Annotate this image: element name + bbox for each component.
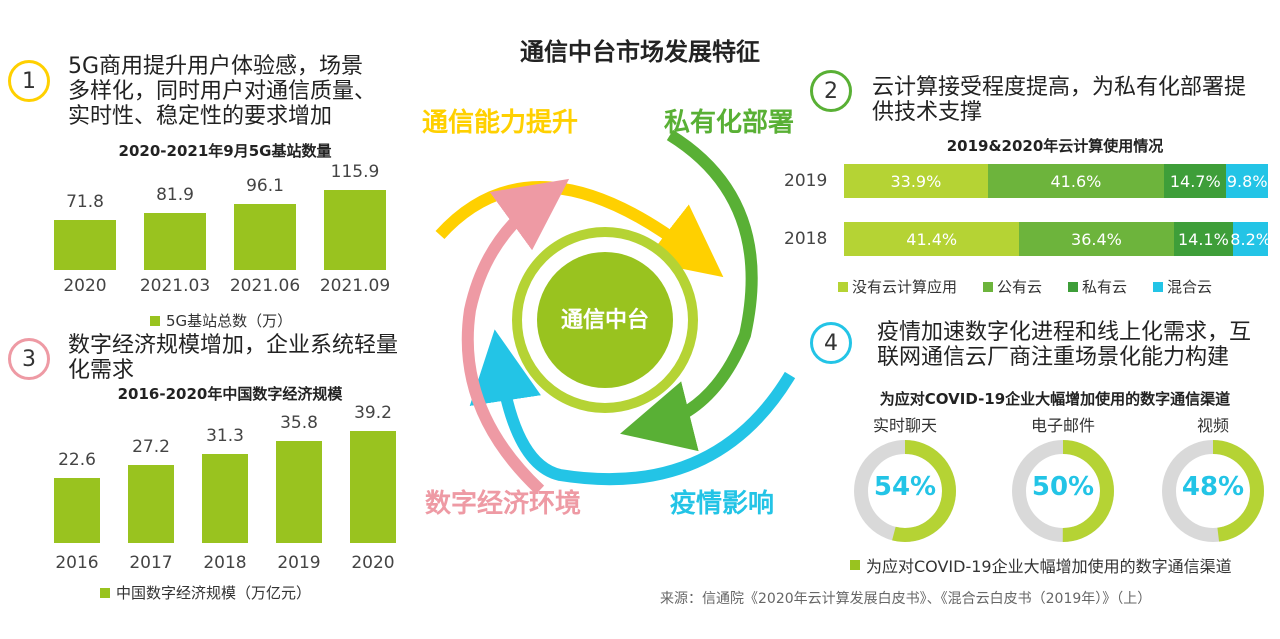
x-tick-label: 2021.09 [319,276,391,296]
chart1-title: 2020-2021年9月5G基站数量 [118,142,332,160]
x-tick-label: 2019 [277,553,321,573]
bar-2020 [350,431,396,543]
cycle-diagram [435,129,796,495]
chart2-legend: 中国数字经济规模（万亿元） [100,582,311,603]
donut-category-label: 电子邮件 [1030,416,1095,435]
bar-value-label: 39.2 [354,403,392,423]
cycle-label-top-right: 私有化部署 [664,108,795,138]
stacked-segment: 41.4% [844,222,1020,256]
section2-number-badge: 2 [810,70,852,112]
stacked-segment: 14.7% [1164,164,1227,198]
chart4-legend: 为应对COVID-19企业大幅增加使用的数字通信渠道 [850,553,1232,577]
legend-swatch [838,281,848,292]
chart2-plot: 22.6 27.2 31.3 35.8 39.2 [40,403,410,543]
x-tick-label: 2021.06 [229,276,301,296]
stacked-segment: 8.2% [1230,222,1271,256]
source-note: 来源：信通院《2020年云计算发展白皮书》、《混合云白皮书（2019年）》（上） [660,591,1152,607]
chart1-plot: 71.8 81.9 96.1 115.9 [40,160,400,270]
stacked-segment: 41.6% [987,164,1165,198]
chart3-legend: 没有云计算应用 公有云 私有云 混合云 [838,276,1212,297]
bar-2021.09 [324,190,386,270]
donut-chart [1162,440,1264,542]
bar-value-label: 115.9 [330,162,380,182]
bar-value-label: 27.2 [132,437,170,458]
donut-category-label: 实时聊天 [872,416,937,435]
stacked-segment: 14.1% [1173,222,1234,256]
cycle-arrow-pink [461,178,570,495]
chart2-x-axis: 2016 2017 2018 2019 2020 [40,553,410,577]
chart3-title: 2019&2020年云计算使用情况 [946,137,1164,155]
row-label: 2019 [784,171,828,191]
chart3-plot: 2019 33.9% 41.6% 14.7% 9.8% 2018 41.4% 36.4% 14.… [780,160,1271,270]
bar-value-label: 96.1 [246,175,284,196]
x-tick-label: 2018 [203,553,247,573]
cycle-arrow-green [620,129,758,452]
chart4-legend-label: 为应对COVID-19企业大幅增加使用的数字通信渠道 [866,557,1232,576]
legend-swatch [1153,281,1164,292]
chart3-legend-label-1: 公有云 [997,278,1043,296]
chart1-x-axis: 2020 2021.03 2021.06 2021.09 [40,276,400,300]
section1-text: 5G商用提升用户体验感，场景多样化，同时用户对通信质量、实时性、稳定性的要求增加 [68,54,377,129]
x-tick-label: 2017 [129,553,173,573]
legend-swatch [850,560,860,570]
chart1-legend: 5G基站总数（万） [150,310,292,331]
chart4-plot: 实时聊天 54% 电子邮件 50% 视频 48% [850,410,1270,550]
donut-category-label: 视频 [1196,416,1229,435]
bar-2020 [54,220,116,270]
bar-value-label: 71.8 [66,192,104,213]
bar-2017 [128,465,174,543]
section1-number-badge: 1 [8,60,50,102]
stacked-segment: 33.9% [844,164,988,198]
bar-value-label: 22.6 [58,450,96,471]
section3-text: 数字经济规模增加，企业系统轻量化需求 [68,333,399,383]
donut-value-label: 50% [1031,472,1095,502]
section4-text: 疫情加速数字化进程和线上化需求，互联网通信云厂商注重场景化能力构建 [877,320,1252,370]
chart2-legend-label: 中国数字经济规模（万亿元） [116,584,312,602]
donut-chart [1012,440,1114,542]
stacked-segment: 36.4% [1019,222,1174,256]
x-tick-label: 2016 [55,553,99,573]
stacked-bar-row: 41.4% 36.4% 14.1% 8.2% [844,222,1271,256]
chart2-title: 2016-2020年中国数字经济规模 [117,385,343,403]
bar-value-label: 31.3 [206,425,244,446]
cycle-center-label: 通信中台 [560,308,649,333]
page-title: 通信中台市场发展特征 [520,38,760,66]
chart3-legend-label-2: 私有云 [1082,278,1128,296]
legend-swatch [1068,281,1079,292]
donut-value-arc [1012,440,1114,542]
bar-2021.06 [234,203,296,270]
donut-value-arc [854,440,956,542]
bar-2016 [54,478,100,543]
x-tick-label: 2021.03 [139,276,211,296]
bar-value-label: 35.8 [280,412,318,433]
cycle-center-disc [537,252,673,388]
donut-value-label: 48% [1181,472,1245,502]
legend-swatch [100,587,110,598]
x-tick-label: 2020 [63,276,107,296]
legend-swatch [150,315,160,326]
section2-text: 云计算接受程度提高，为私有化部署提供技术支撑 [872,75,1247,125]
donut-chart [854,440,956,542]
stacked-bar-row: 33.9% 41.6% 14.7% 9.8% [844,164,1268,198]
bar-2018 [202,453,248,543]
chart3-legend-label-3: 混合云 [1167,278,1213,296]
cycle-label-bottom-left: 数字经济环境 [425,489,582,519]
cycle-arrow-cyan [469,329,796,486]
donut-value-label: 54% [873,472,937,502]
donut-value-arc [1162,440,1264,542]
chart3-legend-label-0: 没有云计算应用 [852,278,958,296]
stacked-segment: 9.8% [1226,164,1268,198]
section3-number-badge: 3 [8,338,50,380]
bar-2021.03 [144,213,206,270]
cycle-label-top-left: 通信能力提升 [422,108,579,138]
legend-swatch [983,281,994,292]
section4-number-badge: 4 [810,322,852,364]
chart1-legend-label: 5G基站总数（万） [166,312,293,330]
cycle-label-bottom-right: 疫情影响 [670,489,775,519]
x-tick-label: 2020 [351,553,395,573]
bar-2019 [276,440,322,543]
row-label: 2018 [784,229,828,249]
bar-value-label: 81.9 [156,185,194,206]
chart4-title: 为应对COVID-19企业大幅增加使用的数字通信渠道 [879,390,1231,408]
